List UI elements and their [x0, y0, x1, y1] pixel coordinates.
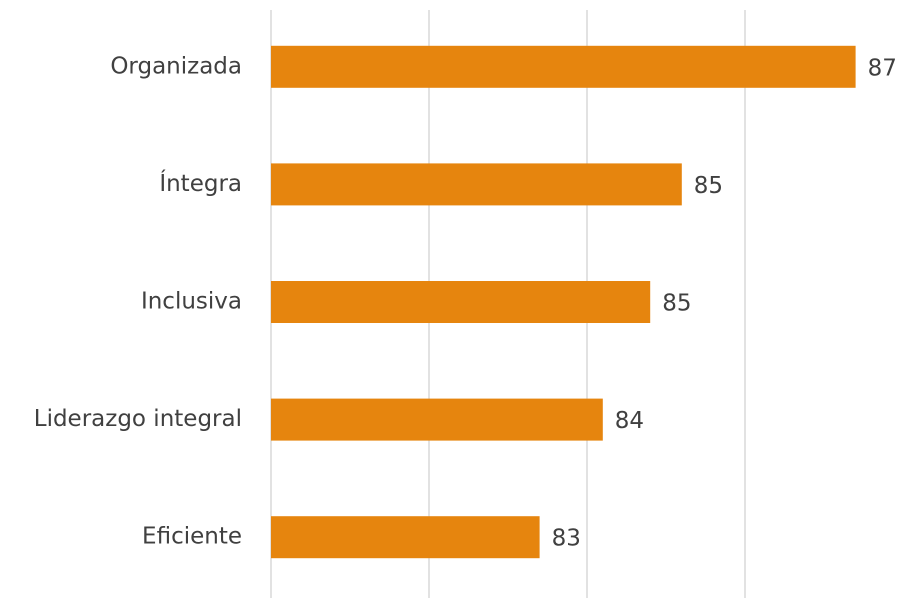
- data-label: 83: [552, 526, 581, 552]
- data-label: 84: [615, 408, 644, 434]
- bar: [271, 281, 651, 323]
- bar: [271, 45, 856, 88]
- category-label: Organizada: [110, 53, 242, 79]
- category-label: Inclusiva: [141, 289, 242, 315]
- data-label: 87: [868, 55, 897, 81]
- category-label: Íntegra: [159, 169, 242, 197]
- bar: [271, 398, 603, 441]
- category-label: Liderazgo integral: [34, 406, 242, 432]
- bar: [271, 163, 682, 206]
- category-label: Eficiente: [142, 524, 242, 550]
- data-label: 85: [662, 291, 691, 317]
- bar: [271, 516, 540, 559]
- data-label: 85: [694, 173, 723, 199]
